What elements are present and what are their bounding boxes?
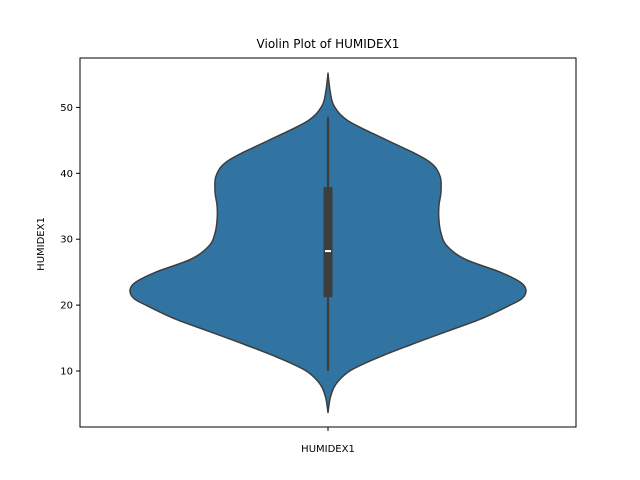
y-tick-label: 20 [60, 301, 73, 312]
y-tick-label: 40 [60, 169, 73, 180]
y-tick-label: 50 [60, 103, 73, 114]
violin-iqr-box [323, 187, 333, 298]
plot-area: 10 20 30 40 50 HUMIDEX1 [60, 57, 577, 455]
y-axis-label: HUMIDEX1 [36, 217, 47, 271]
y-tick-label: 10 [60, 366, 73, 377]
y-tick-label: 30 [60, 235, 73, 246]
chart-title: Violin Plot of HUMIDEX1 [257, 37, 400, 51]
x-tick-label: HUMIDEX1 [301, 444, 355, 455]
